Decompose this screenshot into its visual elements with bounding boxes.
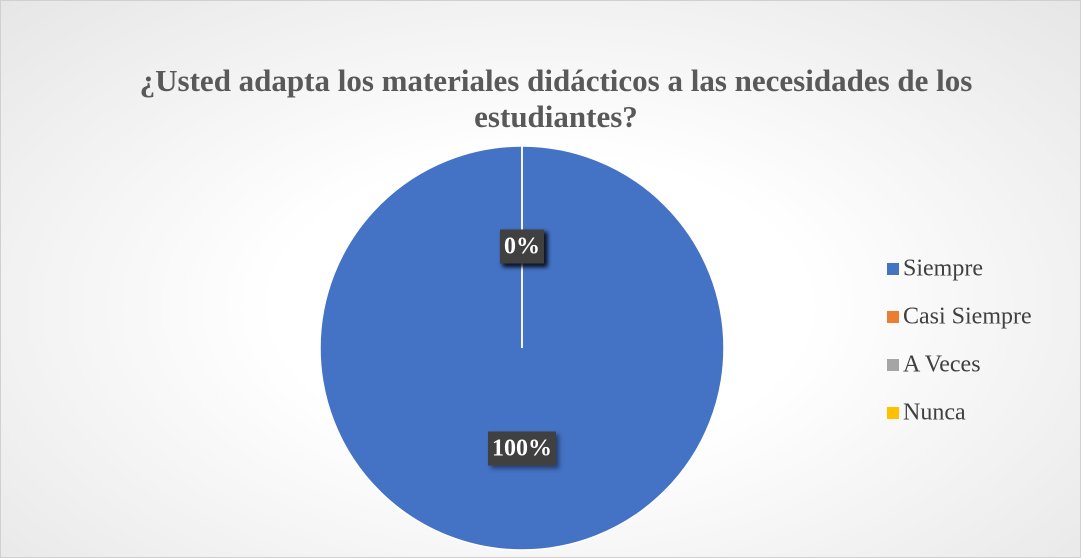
chart-title: ¿Usted adapta los materiales didácticos … [139,63,973,134]
data-label-box [500,229,544,264]
data-label-text: 0% [504,234,540,260]
legend-swatch [887,359,899,371]
data-label: 0% [500,229,544,264]
legend-swatch [887,311,899,323]
data-label-text: 100% [492,436,552,462]
data-label: 100% [488,431,556,466]
legend-label: Casi Siempre [903,304,1032,330]
legend-label: Nunca [903,400,966,426]
legend-label: Siempre [903,256,983,282]
data-label-box [488,431,556,466]
legend-swatch [887,407,899,419]
legend-label: A Veces [903,352,981,378]
legend-swatch [887,263,899,275]
